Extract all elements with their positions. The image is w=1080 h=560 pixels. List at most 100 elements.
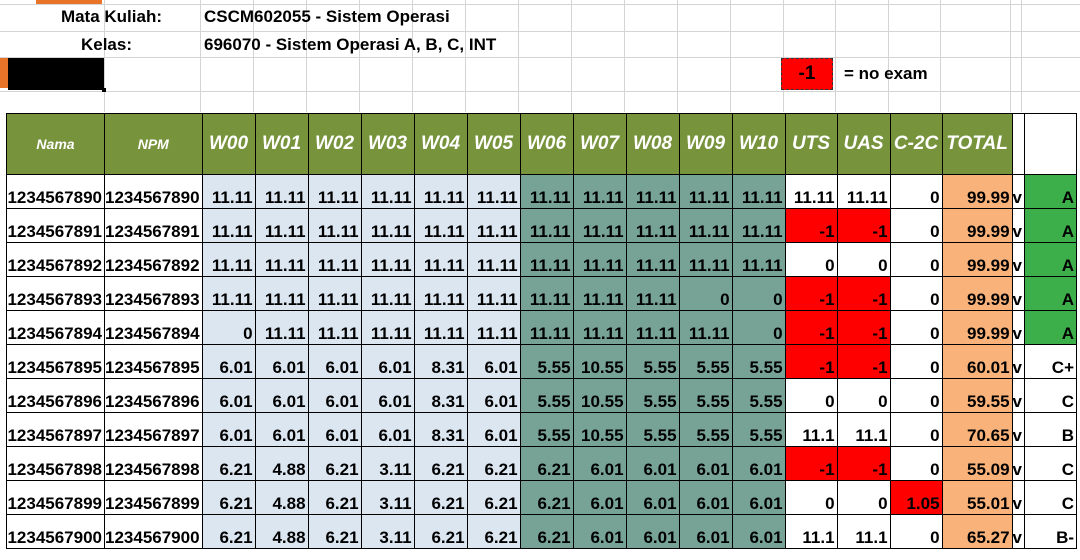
cell-npm[interactable]: 1234567895: [104, 344, 203, 379]
cell-w03[interactable]: 11.11: [360, 310, 415, 345]
cell-w06[interactable]: 6.21: [519, 480, 574, 515]
column-header-total[interactable]: TOTAL: [941, 113, 1013, 175]
cell-w09[interactable]: 5.55: [678, 378, 733, 413]
cell-total[interactable]: 65.27: [941, 514, 1013, 549]
cell-w10[interactable]: 0: [731, 276, 786, 311]
cell-w04[interactable]: 6.21: [413, 514, 468, 549]
cell-w00[interactable]: 11.11: [201, 242, 256, 277]
cell-dropdown-marker[interactable]: v: [1011, 412, 1026, 447]
cell-w08[interactable]: 11.11: [625, 310, 680, 345]
cell-w07[interactable]: 10.55: [572, 344, 627, 379]
column-header-nama[interactable]: Nama: [6, 113, 105, 175]
cell-w10[interactable]: 5.55: [731, 412, 786, 447]
cell-w01[interactable]: 4.88: [254, 480, 309, 515]
cell-w00[interactable]: 11.11: [201, 276, 256, 311]
cell-w02[interactable]: 11.11: [307, 276, 362, 311]
cell-w10[interactable]: 6.01: [731, 514, 786, 549]
cell-w04[interactable]: 8.31: [413, 378, 468, 413]
cell-total[interactable]: 99.99: [941, 208, 1013, 243]
cell-w05[interactable]: 6.21: [466, 480, 521, 515]
cell-w05[interactable]: 11.11: [466, 276, 521, 311]
cell-w00[interactable]: 6.21: [201, 480, 256, 515]
cell-w08[interactable]: 5.55: [625, 412, 680, 447]
cell-w04[interactable]: 11.11: [413, 276, 468, 311]
cell-uts[interactable]: -1: [784, 344, 838, 379]
cell-w07[interactable]: 10.55: [572, 412, 627, 447]
column-header-uts[interactable]: UTS: [784, 113, 838, 175]
column-header-w10[interactable]: W10: [731, 113, 786, 175]
cell-w07[interactable]: 6.01: [572, 514, 627, 549]
cell-w02[interactable]: 6.01: [307, 378, 362, 413]
cell-nama[interactable]: 1234567890: [6, 174, 105, 209]
cell-w03[interactable]: 6.01: [360, 412, 415, 447]
cell-w09[interactable]: 0: [678, 276, 733, 311]
cell-w09[interactable]: 5.55: [678, 412, 733, 447]
cell-grade[interactable]: B: [1024, 412, 1078, 447]
cell-c2c[interactable]: 0: [889, 412, 943, 447]
cell-w05[interactable]: 11.11: [466, 174, 521, 209]
cell-w08[interactable]: 6.01: [625, 446, 680, 481]
cell-uas[interactable]: 0: [836, 378, 891, 413]
cell-w10[interactable]: 11.11: [731, 242, 786, 277]
cell-uts[interactable]: -1: [784, 208, 838, 243]
cell-w07[interactable]: 10.55: [572, 378, 627, 413]
cell-w05[interactable]: 6.01: [466, 344, 521, 379]
cell-grade[interactable]: A: [1024, 276, 1078, 311]
cell-w04[interactable]: 11.11: [413, 208, 468, 243]
cell-uts[interactable]: -1: [784, 310, 838, 345]
column-header-blank-17[interactable]: [1011, 113, 1026, 175]
column-header-c-2c[interactable]: C-2C: [889, 113, 943, 175]
cell-c2c[interactable]: 0: [889, 378, 943, 413]
cell-w02[interactable]: 6.21: [307, 480, 362, 515]
cell-uas[interactable]: 0: [836, 480, 891, 515]
cell-dropdown-marker[interactable]: v: [1011, 310, 1026, 345]
column-header-npm[interactable]: NPM: [104, 113, 203, 175]
cell-w10[interactable]: 11.11: [731, 174, 786, 209]
cell-w09[interactable]: 5.55: [678, 344, 733, 379]
cell-w06[interactable]: 11.11: [519, 208, 574, 243]
cell-w09[interactable]: 6.01: [678, 514, 733, 549]
cell-w00[interactable]: 6.21: [201, 446, 256, 481]
cell-nama[interactable]: 1234567897: [6, 412, 105, 447]
cell-w08[interactable]: 11.11: [625, 174, 680, 209]
cell-w01[interactable]: 6.01: [254, 378, 309, 413]
column-header-w07[interactable]: W07: [572, 113, 627, 175]
class-value[interactable]: 696070 - Sistem Operasi A, B, C, INT: [204, 35, 497, 54]
cell-c2c[interactable]: 0: [889, 208, 943, 243]
cell-dropdown-marker[interactable]: v: [1011, 344, 1026, 379]
cell-dropdown-marker[interactable]: v: [1011, 242, 1026, 277]
cell-c2c[interactable]: 0: [889, 276, 943, 311]
cell-w00[interactable]: 0: [201, 310, 256, 345]
cell-npm[interactable]: 1234567898: [104, 446, 203, 481]
cell-w10[interactable]: 0: [731, 310, 786, 345]
legend-no-exam-text[interactable]: = no exam: [844, 64, 928, 83]
cell-w07[interactable]: 11.11: [572, 208, 627, 243]
cell-w08[interactable]: 6.01: [625, 480, 680, 515]
cell-c2c[interactable]: 0: [889, 310, 943, 345]
cell-nama[interactable]: 1234567894: [6, 310, 105, 345]
cell-grade[interactable]: A: [1024, 242, 1078, 277]
cell-w06[interactable]: 5.55: [519, 412, 574, 447]
cell-w00[interactable]: 6.01: [201, 344, 256, 379]
cell-w03[interactable]: 3.11: [360, 446, 415, 481]
cell-w01[interactable]: 11.11: [254, 242, 309, 277]
cell-w08[interactable]: 6.01: [625, 514, 680, 549]
cell-w05[interactable]: 6.21: [466, 446, 521, 481]
cell-npm[interactable]: 1234567891: [104, 208, 203, 243]
cell-nama[interactable]: 1234567895: [6, 344, 105, 379]
cell-dropdown-marker[interactable]: v: [1011, 480, 1026, 515]
cell-w03[interactable]: 6.01: [360, 344, 415, 379]
cell-uts[interactable]: -1: [784, 446, 838, 481]
cell-uts[interactable]: 0: [784, 378, 838, 413]
cell-c2c[interactable]: 0: [889, 446, 943, 481]
cell-total[interactable]: 55.09: [941, 446, 1013, 481]
cell-total[interactable]: 99.99: [941, 310, 1013, 345]
cell-total[interactable]: 99.99: [941, 174, 1013, 209]
cell-w10[interactable]: 11.11: [731, 208, 786, 243]
cell-w08[interactable]: 11.11: [625, 276, 680, 311]
cell-w04[interactable]: 6.21: [413, 480, 468, 515]
cell-w06[interactable]: 5.55: [519, 378, 574, 413]
cell-w06[interactable]: 6.21: [519, 514, 574, 549]
redacted-cell[interactable]: [8, 58, 106, 92]
cell-w01[interactable]: 6.01: [254, 344, 309, 379]
